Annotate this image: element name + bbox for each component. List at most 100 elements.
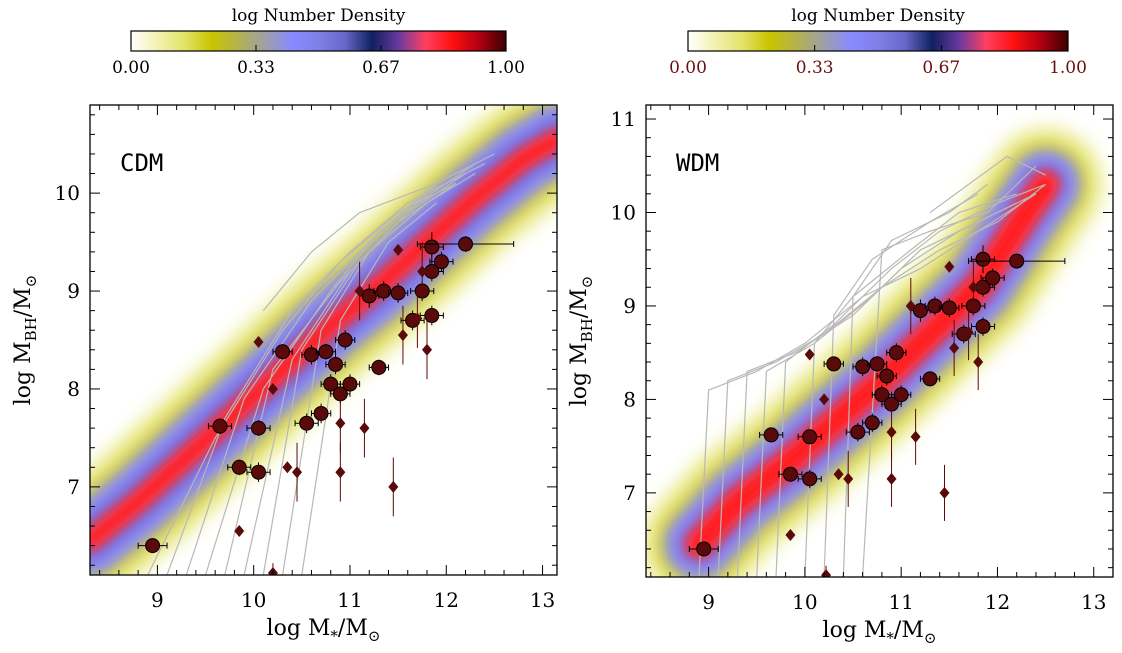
y-axis-label: log MBH/M⊙ [11, 275, 40, 406]
colorbar [130, 30, 507, 52]
circle-point [303, 347, 319, 363]
y-tick-label: 10 [55, 181, 80, 205]
diamond-point [939, 486, 950, 499]
circle-point [251, 420, 267, 436]
density-field [90, 105, 557, 575]
circle-point [424, 308, 440, 324]
colorbar [687, 30, 1069, 52]
track-line [243, 173, 466, 575]
circle-point [251, 464, 267, 480]
colorbar-title: log Number Density [791, 6, 965, 26]
x-tick-label: 12 [985, 590, 1010, 614]
diamond-point [968, 281, 979, 294]
colorbar-tick-label: 0.33 [237, 58, 275, 78]
x-axis-label: log M*/M⊙ [267, 616, 381, 645]
diamond-point [910, 430, 921, 443]
track-line [929, 155, 1046, 213]
track-line [204, 153, 495, 575]
circle-point [869, 356, 885, 372]
y-tick-label: 8 [67, 377, 80, 401]
diamond-point [335, 466, 346, 479]
diamond-point [335, 417, 346, 430]
wdm-panel: log Number Density 0.00 0.33 0.67 1.00 9 10 11 1… [567, 6, 1114, 647]
y-tick-label: 11 [611, 107, 636, 131]
y-tick-label: 7 [67, 475, 80, 499]
track-line [282, 172, 476, 575]
circle-point [299, 415, 315, 431]
diamond-point [234, 524, 245, 537]
track-line [842, 183, 989, 577]
diamond-point [843, 472, 854, 485]
x-tick-label: 13 [1081, 590, 1106, 614]
circle-point [922, 371, 938, 387]
diamond-point [886, 426, 897, 439]
circle-point [975, 251, 991, 267]
observations [137, 232, 515, 575]
diamond-point [412, 312, 423, 325]
x-tick-label: 9 [702, 590, 715, 614]
diamond-point [973, 356, 984, 369]
y-tick-label: 8 [623, 387, 636, 411]
x-tick-label: 11 [888, 590, 913, 614]
y-tick-label: 7 [623, 481, 636, 505]
circle-point [802, 429, 818, 445]
diamond-point [292, 466, 303, 479]
x-tick-label: 11 [337, 588, 362, 612]
circle-point [802, 471, 818, 487]
diamond-point [417, 265, 428, 278]
circle-point [424, 239, 440, 255]
circle-point [313, 405, 329, 421]
y-axis-label: log MBH/M⊙ [567, 276, 596, 407]
x-tick-label: 10 [241, 588, 266, 612]
colorbar-tick-label: 0.00 [112, 58, 150, 78]
track-line [756, 193, 1037, 577]
plot-frame [645, 104, 1114, 578]
diamond-point [963, 326, 974, 339]
circle-point [850, 424, 866, 440]
circle-point [782, 466, 798, 482]
circle-point [855, 359, 871, 375]
plot-frame [89, 104, 558, 576]
panel-label: CDM [120, 149, 163, 177]
track-line [804, 193, 1017, 577]
diamond-point [253, 335, 264, 348]
circle-point [879, 368, 895, 384]
density-band [90, 134, 557, 546]
diamond-point [819, 393, 830, 406]
diamond-point [785, 528, 796, 541]
diamond-point [886, 472, 897, 485]
diamond-point [397, 329, 408, 342]
x-tick-label: 12 [434, 588, 459, 612]
diamond-point [282, 461, 293, 474]
circle-point [941, 300, 957, 316]
circle-point [458, 236, 474, 252]
track-line [166, 172, 466, 575]
diamond-point [944, 260, 955, 273]
diamond-point [422, 343, 433, 356]
y-tick-label: 9 [623, 294, 636, 318]
panel-label: WDM [676, 149, 719, 177]
circle-point [337, 332, 353, 348]
colorbar-tick-label: 0.00 [669, 58, 707, 78]
circle-point [975, 319, 991, 335]
circle-point [145, 538, 161, 554]
diamond-point [833, 468, 844, 481]
cdm-panel: log Number Density 0.00 0.33 0.67 1.00 9 10 11 1… [11, 6, 558, 645]
x-tick-label: 10 [792, 590, 817, 614]
circle-point [985, 270, 1001, 286]
diamond-point [267, 382, 278, 395]
circle-point [826, 356, 842, 372]
circle-point [318, 344, 334, 360]
circle-point [433, 254, 449, 270]
diamond-point [949, 342, 960, 355]
merger-tracks [698, 155, 1046, 577]
colorbar-tick-label: 0.33 [796, 58, 834, 78]
track-line [823, 193, 979, 577]
diamond-point [354, 285, 365, 298]
circle-point [231, 459, 247, 475]
colorbar-tick-label: 0.67 [922, 58, 960, 78]
colorbar-tick-label: 1.00 [1049, 58, 1087, 78]
diamond-point [359, 422, 370, 435]
diamond-point [393, 243, 404, 256]
